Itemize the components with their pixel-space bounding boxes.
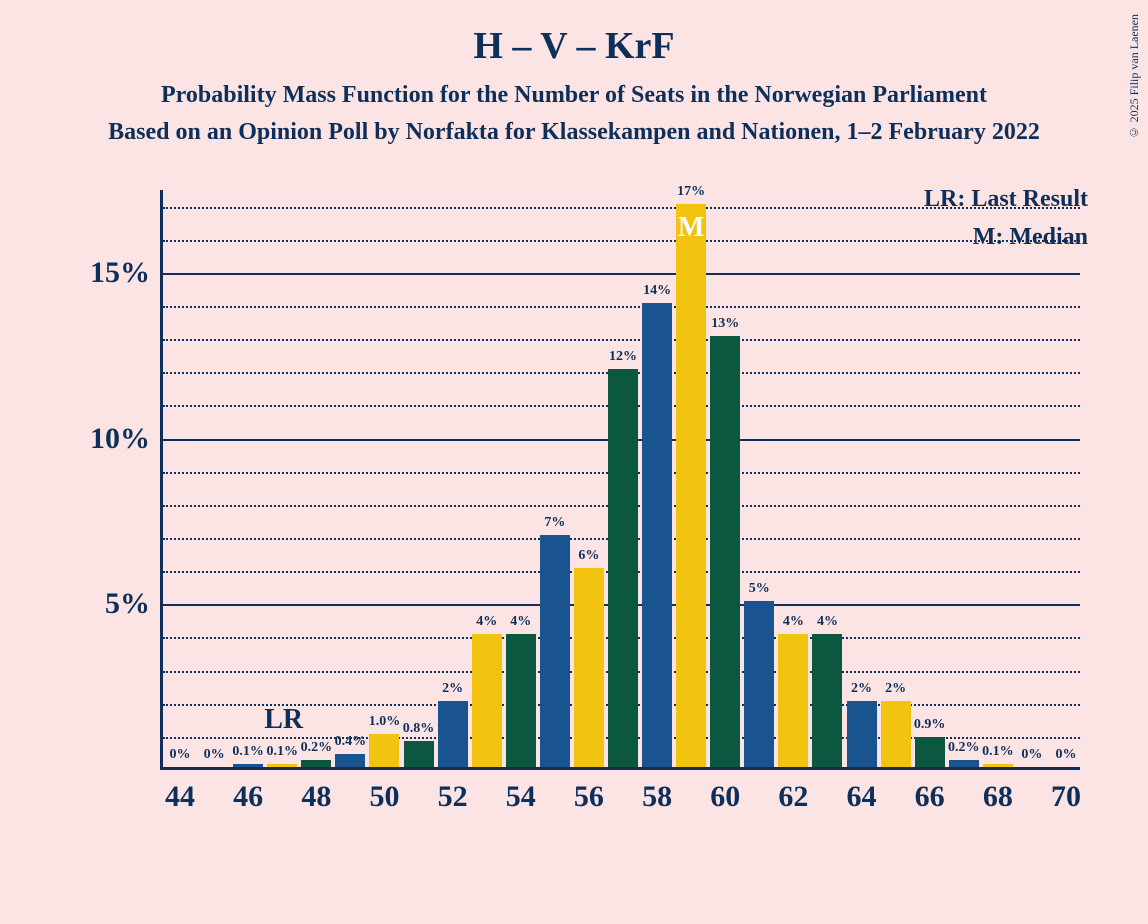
bar (369, 734, 399, 767)
x-axis-label: 50 (369, 780, 399, 814)
bar-value-label: 1.0% (369, 714, 401, 730)
x-axis-label: 62 (778, 780, 808, 814)
bar-value-label: 4% (510, 614, 531, 630)
bar (676, 204, 706, 767)
bar (301, 760, 331, 767)
bar (847, 701, 877, 767)
bar (710, 336, 740, 767)
bar (335, 754, 365, 767)
bar-value-label: 13% (711, 316, 739, 332)
chart-title: H – V – KrF (0, 0, 1148, 68)
x-axis-label: 56 (574, 780, 604, 814)
x-axis-label: 54 (506, 780, 536, 814)
gridline-minor (163, 207, 1080, 209)
bar-value-label: 2% (442, 681, 463, 697)
bar-value-label: 12% (609, 349, 637, 365)
x-axis-label: 66 (915, 780, 945, 814)
chart-subtitle-2: Based on an Opinion Poll by Norfakta for… (0, 109, 1148, 146)
bar (472, 634, 502, 767)
median-annotation: M (678, 212, 704, 244)
bar (949, 760, 979, 767)
bar-value-label: 0% (1055, 747, 1076, 763)
x-axis-label: 52 (438, 780, 468, 814)
x-axis-label: 60 (710, 780, 740, 814)
bar-value-label: 0.8% (403, 721, 435, 737)
bar-value-label: 7% (544, 515, 565, 531)
bar (438, 701, 468, 767)
bar (983, 764, 1013, 767)
bar (404, 741, 434, 768)
bar-value-label: 0.1% (232, 744, 264, 760)
gridline-minor (163, 339, 1080, 341)
bar (642, 303, 672, 767)
x-axis-label: 48 (301, 780, 331, 814)
bar-value-label: 6% (578, 548, 599, 564)
lr-annotation: LR (264, 704, 303, 736)
bar-value-label: 5% (749, 581, 770, 597)
x-axis-label: 46 (233, 780, 263, 814)
bar (540, 535, 570, 767)
bar-value-label: 2% (851, 681, 872, 697)
gridline-minor (163, 240, 1080, 242)
gridline-minor (163, 306, 1080, 308)
bar-value-label: 17% (677, 184, 705, 200)
y-axis-label: 5% (105, 587, 150, 621)
bar (233, 764, 263, 767)
bar (915, 737, 945, 767)
bar (574, 568, 604, 767)
copyright-text: © 2025 Filip van Laenen (1127, 14, 1142, 139)
bar (744, 601, 774, 767)
gridline-major (163, 273, 1080, 275)
y-axis-label: 15% (90, 256, 150, 290)
bar-value-label: 0.1% (982, 744, 1014, 760)
bar (608, 369, 638, 767)
bar (506, 634, 536, 767)
y-axis-label: 10% (90, 422, 150, 456)
bar-value-label: 0.9% (914, 717, 946, 733)
x-axis-label: 64 (847, 780, 877, 814)
x-axis-label: 44 (165, 780, 195, 814)
x-axis-label: 70 (1051, 780, 1081, 814)
chart-subtitle-1: Probability Mass Function for the Number… (0, 68, 1148, 109)
bar (267, 764, 297, 767)
bar-value-label: 2% (885, 681, 906, 697)
bar (881, 701, 911, 767)
bar-value-label: 0% (204, 747, 225, 763)
bar-value-label: 14% (643, 283, 671, 299)
bar-value-label: 4% (817, 614, 838, 630)
bar-value-label: 4% (783, 614, 804, 630)
bar-value-label: 4% (476, 614, 497, 630)
chart-area: LR: Last Result M: Median 5%10%15%444648… (60, 180, 1100, 840)
bar (778, 634, 808, 767)
bar-value-label: 0% (170, 747, 191, 763)
bar-value-label: 0.1% (267, 744, 299, 760)
bar (812, 634, 842, 767)
bar-value-label: 0% (1021, 747, 1042, 763)
plot-region: 5%10%15%44464850525456586062646668700%0%… (160, 190, 1080, 770)
bar-value-label: 0.2% (301, 740, 333, 756)
bar-value-label: 0.2% (948, 740, 980, 756)
x-axis-label: 58 (642, 780, 672, 814)
x-axis-label: 68 (983, 780, 1013, 814)
bar-value-label: 0.4% (335, 734, 367, 750)
